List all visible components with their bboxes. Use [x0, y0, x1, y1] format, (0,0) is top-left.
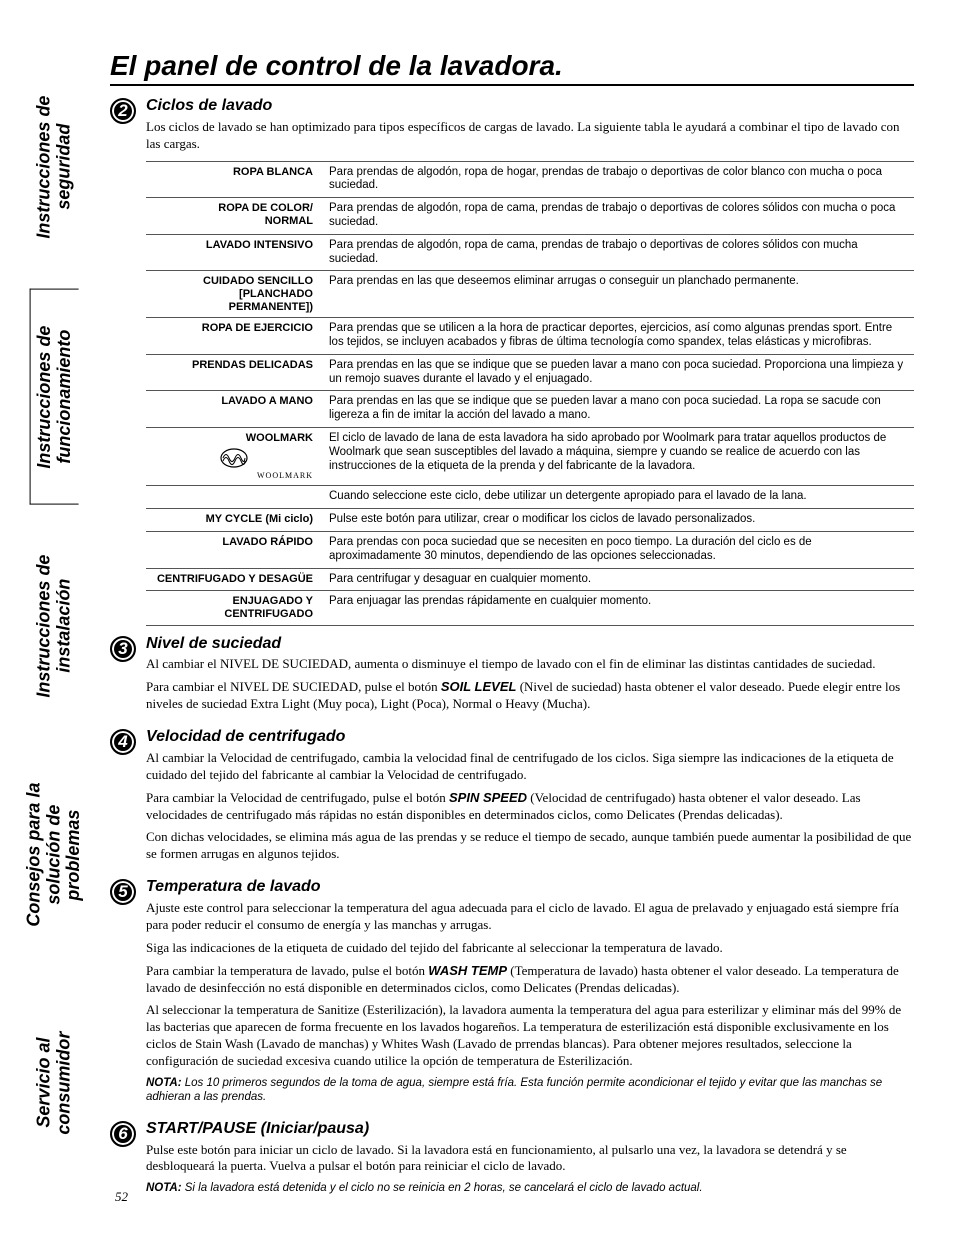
heading-soil: Nivel de suciedad — [146, 634, 914, 655]
cycles-table: ROPA BLANCAPara prendas de algodón, ropa… — [146, 161, 914, 626]
start-note: NOTA: Si la lavadora está detenida y el … — [146, 1181, 914, 1195]
cycle-label: ROPA DE EJERCICIO — [146, 318, 321, 355]
cycle-desc: Cuando seleccione este ciclo, debe utili… — [321, 486, 914, 509]
soil-p1: Al cambiar el NIVEL DE SUCIEDAD, aumenta… — [146, 656, 914, 673]
heading-cycles: Ciclos de lavado — [146, 96, 914, 117]
intro-cycles: Los ciclos de lavado se han optimizado p… — [146, 119, 914, 153]
side-tab: Consejos para lasolución de problemas — [30, 748, 79, 962]
temp-p2: Siga las indicaciones de la etiqueta de … — [146, 940, 914, 957]
page-title: El panel de control de la lavadora. — [110, 50, 914, 82]
page-number: 52 — [115, 1189, 128, 1205]
table-row: ROPA BLANCAPara prendas de algodón, ropa… — [146, 161, 914, 198]
heading-start: START/PAUSE (Iniciar/pausa) — [146, 1119, 914, 1140]
cycle-desc: Para prendas que se utilicen a la hora d… — [321, 318, 914, 355]
start-p1: Pulse este botón para iniciar un ciclo d… — [146, 1142, 914, 1176]
table-row: CUIDADO SENCILLO[PLANCHADO PERMANENTE])P… — [146, 271, 914, 318]
temp-p1: Ajuste este control para seleccionar la … — [146, 900, 914, 934]
cycle-label: LAVADO A MANO — [146, 391, 321, 428]
cycle-label — [146, 486, 321, 509]
cycle-label: ROPA DE COLOR/NORMAL — [146, 198, 321, 235]
section-start: 6 START/PAUSE (Iniciar/pausa) Pulse este… — [110, 1119, 914, 1202]
section-cycles: 2 Ciclos de lavado Los ciclos de lavado … — [110, 96, 914, 626]
temp-note: NOTA: Los 10 primeros segundos de la tom… — [146, 1076, 914, 1105]
woolmark-icon — [220, 448, 248, 468]
cycle-label: CUIDADO SENCILLO[PLANCHADO PERMANENTE]) — [146, 271, 321, 318]
cycle-desc: Para prendas de algodón, ropa de hogar, … — [321, 161, 914, 198]
cycle-label: LAVADO INTENSIVO — [146, 234, 321, 271]
temp-p3: Para cambiar la temperatura de lavado, p… — [146, 963, 914, 997]
table-row: ROPA DE COLOR/NORMALPara prendas de algo… — [146, 198, 914, 235]
cycle-desc: Para prendas de algodón, ropa de cama, p… — [321, 198, 914, 235]
cycle-desc: Para prendas con poca suciedad que se ne… — [321, 531, 914, 568]
cycle-desc: Para prendas en las que se indique que s… — [321, 354, 914, 391]
side-tab: Instrucciones deseguridad — [30, 60, 79, 274]
side-tab: Instrucciones defuncionamiento — [30, 289, 79, 505]
cycle-label: CENTRIFUGADO Y DESAGÜE — [146, 568, 321, 591]
table-row: PRENDAS DELICADASPara prendas en las que… — [146, 354, 914, 391]
section-soil: 3 Nivel de suciedad Al cambiar el NIVEL … — [110, 634, 914, 719]
cycle-label: ROPA BLANCA — [146, 161, 321, 198]
table-row: MY CYCLE (Mi ciclo)Pulse este botón para… — [146, 509, 914, 532]
side-tab: Servicio al consumidor — [30, 976, 79, 1190]
heading-spin: Velocidad de centrifugado — [146, 727, 914, 748]
table-row: ROPA DE EJERCICIOPara prendas que se uti… — [146, 318, 914, 355]
cycle-label: PRENDAS DELICADAS — [146, 354, 321, 391]
table-row: LAVADO A MANOPara prendas en las que se … — [146, 391, 914, 428]
badge-4: 4 — [110, 729, 136, 755]
section-temp: 5 Temperatura de lavado Ajuste este cont… — [110, 877, 914, 1111]
table-row: WOOLMARKWOOLMARKEl ciclo de lavado de la… — [146, 428, 914, 486]
cycle-label: ENJUAGADO Y CENTRIFUGADO — [146, 591, 321, 625]
cycle-desc: Para prendas en las que deseemos elimina… — [321, 271, 914, 318]
badge-5: 5 — [110, 879, 136, 905]
cycle-desc: Para enjuagar las prendas rápidamente en… — [321, 591, 914, 625]
cycle-label: LAVADO RÁPIDO — [146, 531, 321, 568]
side-tabs: Instrucciones deseguridad Instrucciones d… — [30, 60, 79, 1190]
badge-3: 3 — [110, 636, 136, 662]
cycle-label: MY CYCLE (Mi ciclo) — [146, 509, 321, 532]
table-row: CENTRIFUGADO Y DESAGÜEPara centrifugar y… — [146, 568, 914, 591]
cycle-desc: Para prendas en las que se indique que s… — [321, 391, 914, 428]
title-rule — [110, 84, 914, 86]
table-row: LAVADO INTENSIVOPara prendas de algodón,… — [146, 234, 914, 271]
badge-2: 2 — [110, 98, 136, 124]
table-row: ENJUAGADO Y CENTRIFUGADOPara enjuagar la… — [146, 591, 914, 625]
heading-temp: Temperatura de lavado — [146, 877, 914, 898]
cycle-desc: Para prendas de algodón, ropa de cama, p… — [321, 234, 914, 271]
soil-p2: Para cambiar el NIVEL DE SUCIEDAD, pulse… — [146, 679, 914, 713]
section-spin: 4 Velocidad de centrifugado Al cambiar l… — [110, 727, 914, 869]
cycle-label: WOOLMARKWOOLMARK — [146, 428, 321, 486]
table-row: Cuando seleccione este ciclo, debe utili… — [146, 486, 914, 509]
spin-p2: Para cambiar la Velocidad de centrifugad… — [146, 790, 914, 824]
temp-p4: Al seleccionar la temperatura de Sanitiz… — [146, 1002, 914, 1070]
spin-p3: Con dichas velocidades, se elimina más a… — [146, 829, 914, 863]
cycle-desc: Para centrifugar y desaguar en cualquier… — [321, 568, 914, 591]
cycle-desc: Pulse este botón para utilizar, crear o … — [321, 509, 914, 532]
spin-p1: Al cambiar la Velocidad de centrifugado,… — [146, 750, 914, 784]
badge-6: 6 — [110, 1121, 136, 1147]
cycle-desc: El ciclo de lavado de lana de esta lavad… — [321, 428, 914, 486]
table-row: LAVADO RÁPIDOPara prendas con poca sucie… — [146, 531, 914, 568]
side-tab: Instrucciones deinstalación — [30, 519, 79, 733]
